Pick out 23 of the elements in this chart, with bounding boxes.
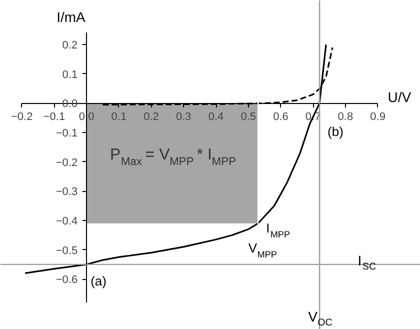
x-tick-label: 0.4	[208, 111, 224, 124]
y-tick-label: 0.1	[62, 68, 78, 81]
x-tick-label: 0.0	[78, 111, 94, 124]
x-axis-title: U/V	[388, 89, 412, 106]
y-tick-label: 0.2	[62, 40, 78, 52]
y-tick-label: −0.1	[56, 128, 78, 140]
x-tick-label: 0.8	[338, 111, 354, 124]
x-tick-label: −0.2	[11, 111, 33, 124]
x-tick-label: 0.3	[176, 111, 192, 124]
y-tick-label: −0.5	[56, 244, 78, 257]
annotation: (b)	[328, 124, 344, 140]
x-tick-label: 0.5	[240, 111, 256, 124]
y-tick-label: −0.2	[56, 156, 78, 169]
y-tick-label: −0.6	[56, 274, 78, 286]
x-tick-label: −0.1	[43, 111, 66, 124]
x-tick-label: 0.2	[144, 111, 159, 124]
annotation: (a)	[90, 273, 106, 288]
y-tick-label: −0.4	[56, 215, 78, 228]
x-tick-label: 0.9	[370, 111, 386, 124]
y-tick-label: −0.3	[56, 186, 78, 198]
y-axis-title: I/mA	[56, 8, 86, 25]
x-tick-label: 0.6	[273, 111, 288, 124]
x-tick-label: 0.1	[111, 111, 127, 124]
